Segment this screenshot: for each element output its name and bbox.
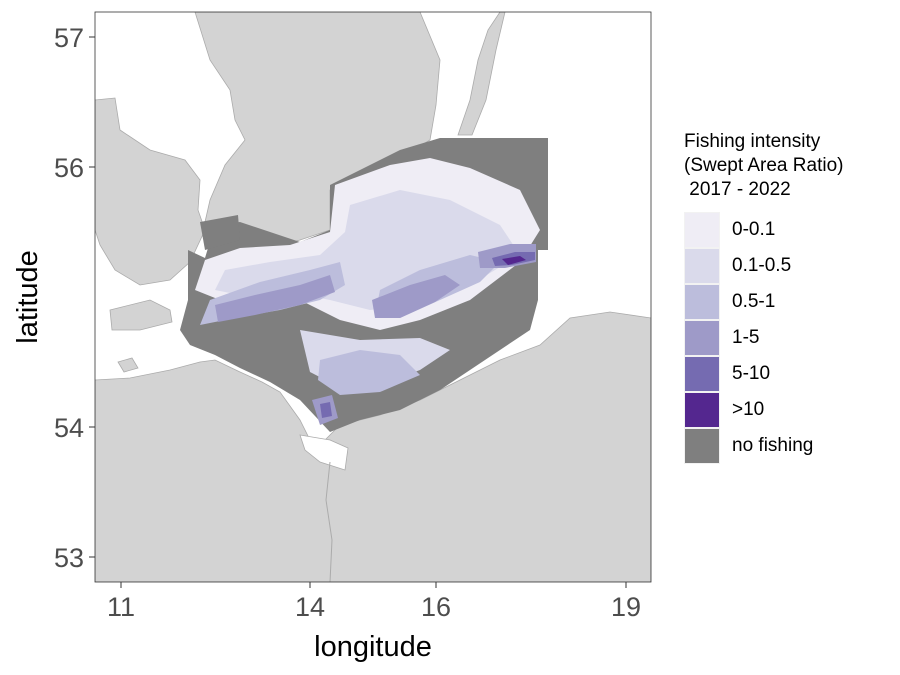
map-panel-border: [94, 11, 652, 583]
legend-swatch: [684, 320, 720, 356]
land-small-island: [117, 357, 139, 373]
sea-szczecin-lagoon: [299, 434, 349, 471]
legend-label: >10: [732, 399, 765, 420]
x-axis-title: longitude: [314, 631, 432, 663]
intensity-1-5-central: [372, 275, 460, 318]
y-axis: [89, 36, 95, 558]
legend-swatch: [684, 428, 720, 464]
y-tick-label: 53: [54, 543, 84, 573]
legend-swatch: [684, 284, 720, 320]
land-lolland: [109, 299, 173, 331]
legend-title: Fishing intensity (Swept Area Ratio) 201…: [684, 131, 844, 200]
y-axis-title: latitude: [12, 250, 44, 344]
y-tick-label: 54: [54, 413, 84, 443]
legend-item: 0-0.1: [684, 212, 894, 248]
y-tick-label: 57: [54, 23, 84, 53]
legend-label: 1-5: [732, 327, 760, 348]
legend-item: 0.5-1: [684, 284, 894, 320]
legend-label: 0.5-1: [732, 291, 776, 312]
x-tick-label: 19: [611, 592, 641, 622]
legend-label: no fishing: [732, 435, 814, 456]
land-swedish-coast-east: [457, 12, 506, 136]
no-fishing-patch-north: [200, 215, 240, 250]
legend-label: 0-0.1: [732, 219, 776, 240]
legend-item: >10: [684, 392, 894, 428]
intensity-0.5-1-south: [318, 350, 420, 395]
legend-item: 5-10: [684, 356, 894, 392]
legend: Fishing intensity (Swept Area Ratio) 201…: [684, 130, 894, 464]
legend-swatch: [684, 212, 720, 248]
legend-swatch: [684, 392, 720, 428]
legend-swatch: [684, 248, 720, 284]
y-tick-label: 56: [54, 153, 84, 183]
x-tick-label: 14: [295, 592, 325, 622]
x-axis: [120, 582, 627, 588]
intensity-over-10: [502, 256, 526, 265]
legend-item: 0.1-0.5: [684, 248, 894, 284]
legend-item: 1-5: [684, 320, 894, 356]
intensity-1-5-west: [215, 275, 335, 322]
border-de-pl: [325, 461, 333, 582]
legend-swatch: [684, 356, 720, 392]
intensity-5-10-south: [320, 402, 332, 418]
legend-label: 0.1-0.5: [732, 255, 792, 276]
legend-item: no fishing: [684, 428, 894, 464]
legend-items: 0-0.1 0.1-0.5 0.5-1 1-5 5-10 >10 no fish…: [684, 212, 894, 464]
x-tick-label: 11: [107, 592, 135, 622]
legend-label: 5-10: [732, 363, 771, 384]
x-tick-label: 16: [421, 592, 451, 622]
